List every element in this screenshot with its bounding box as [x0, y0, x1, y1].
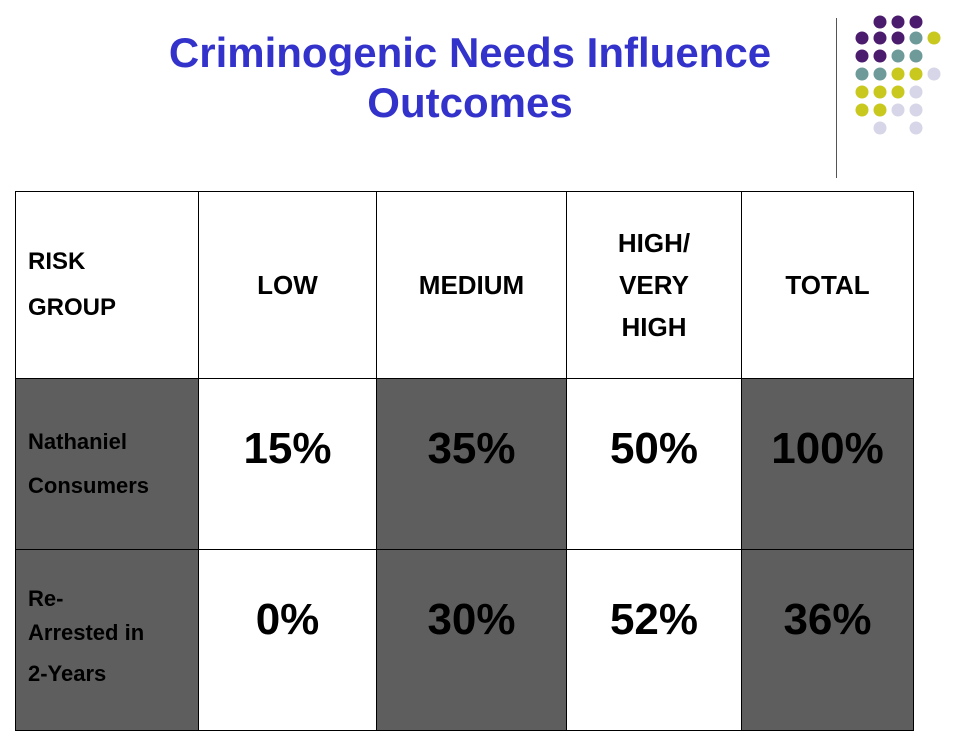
- decorative-dot: [891, 85, 905, 99]
- decorative-dot: [891, 49, 905, 63]
- decorative-dot: [873, 85, 887, 99]
- decorative-dot: [873, 121, 887, 135]
- decorative-dot: [909, 49, 923, 63]
- decorative-dot-grid: [855, 15, 941, 135]
- cell-medium: 35%: [376, 378, 567, 550]
- decorative-dot: [927, 31, 941, 45]
- table-header-row: RISK GROUP LOW MEDIUM HIGH/ VERY HIGH TO…: [15, 191, 914, 379]
- cell-high: 52%: [566, 549, 742, 731]
- cell-total: 100%: [741, 378, 914, 550]
- header-high-very-high: HIGH/ VERY HIGH: [566, 191, 742, 379]
- header-total: TOTAL: [741, 191, 914, 379]
- table-row: Re- Arrested in 2-Years 0% 30% 52% 36%: [15, 549, 914, 731]
- decorative-dot: [909, 103, 923, 117]
- decorative-dot: [855, 85, 869, 99]
- decorative-dot: [855, 31, 869, 45]
- decorative-dot: [873, 49, 887, 63]
- decorative-dot: [855, 67, 869, 81]
- decorative-dot: [891, 103, 905, 117]
- decorative-dot: [909, 67, 923, 81]
- cell-high: 50%: [566, 378, 742, 550]
- decorative-dot: [873, 103, 887, 117]
- cell-low: 15%: [198, 378, 377, 550]
- row-label: Nathaniel Consumers: [15, 378, 199, 550]
- decorative-dot: [855, 103, 869, 117]
- header-low: LOW: [198, 191, 377, 379]
- row-label: Re- Arrested in 2-Years: [15, 549, 199, 731]
- decorative-dot: [873, 15, 887, 29]
- decorative-dot: [909, 15, 923, 29]
- risk-table: RISK GROUP LOW MEDIUM HIGH/ VERY HIGH TO…: [15, 191, 914, 731]
- cell-total: 36%: [741, 549, 914, 731]
- decorative-dot: [891, 67, 905, 81]
- slide-title-line1: Criminogenic Needs Influence: [168, 29, 772, 76]
- cell-medium: 30%: [376, 549, 567, 731]
- slide-title: Criminogenic Needs Influence Outcomes: [120, 28, 820, 128]
- decorative-dot: [855, 49, 869, 63]
- decorative-dot: [873, 67, 887, 81]
- decorative-dot: [873, 31, 887, 45]
- decorative-dot: [927, 67, 941, 81]
- decorative-dot: [909, 31, 923, 45]
- header-medium: MEDIUM: [376, 191, 567, 379]
- decorative-dot: [891, 31, 905, 45]
- cell-low: 0%: [198, 549, 377, 731]
- decorative-dot: [909, 85, 923, 99]
- header-risk-group: RISK GROUP: [15, 191, 199, 379]
- decorative-dot: [891, 15, 905, 29]
- divider-line: [836, 18, 837, 178]
- table-row: Nathaniel Consumers 15% 35% 50% 100%: [15, 378, 914, 550]
- decorative-dot: [909, 121, 923, 135]
- slide-title-line2: Outcomes: [367, 79, 573, 126]
